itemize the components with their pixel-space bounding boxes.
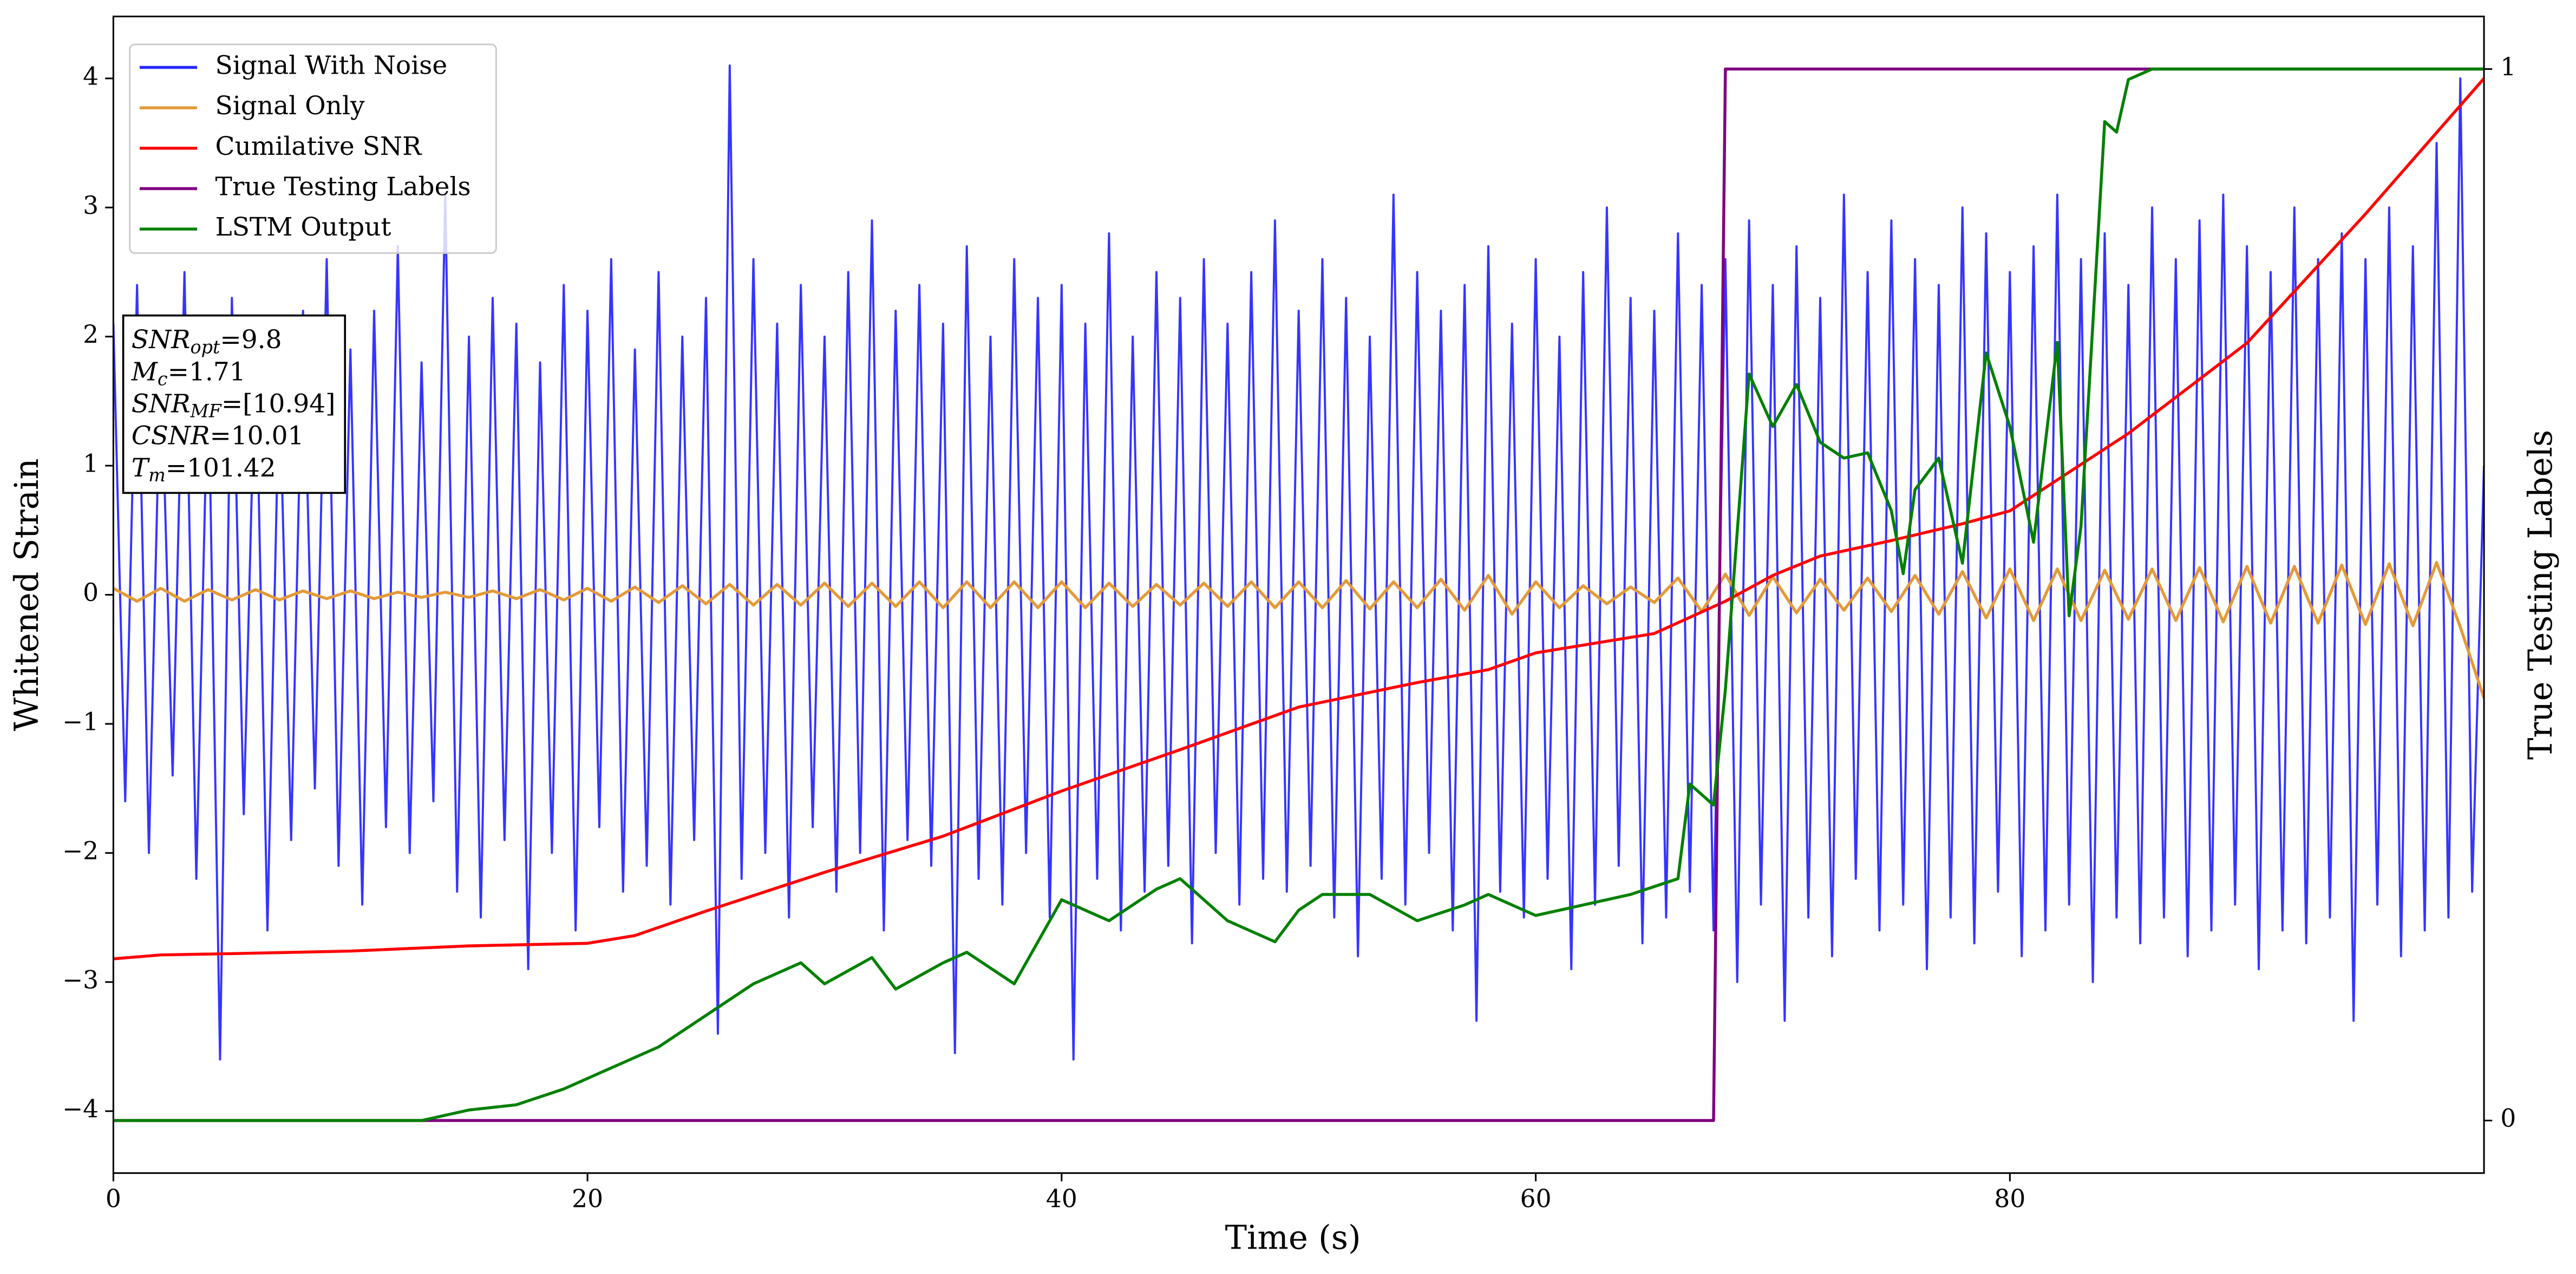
annotation-label: SNR [132,389,191,419]
annotation-text: =101.42 [166,453,276,483]
y2-tick-label: 0 [2500,1104,2516,1133]
annotation-subscript: opt [191,336,220,357]
y-tick-label: 4 [83,62,99,90]
legend: Signal With Noise Signal Only Cumilative S… [129,43,497,254]
legend-label: LSTM Output [215,212,391,242]
x-tick-label: 60 [1520,1185,1552,1213]
series-line [113,67,2485,1122]
x-tick-label: 80 [1994,1185,2025,1213]
annotation-subscript: m [148,465,166,486]
annotation-subscript: c [158,369,168,390]
annotation: CSNR=10.01 [132,421,304,451]
annotation-label: CSNR [132,421,210,451]
y-tick-label: 1 [83,449,99,478]
y2-tick-label: 1 [2500,53,2516,81]
series-line [113,77,2485,961]
annotation-label: M [131,357,159,387]
y2-axis-label: True Testing Labels [2522,430,2560,760]
legend-label: Cumilative SNR [215,132,423,161]
plot-area [113,64,2485,1122]
series-line [113,67,2485,1122]
x-axis-label: Time (s) [1225,1219,1361,1257]
legend-label: True Testing Labels [215,172,471,201]
annotation-label: T [132,453,151,483]
y-tick-label: −2 [62,837,99,865]
x-tick-label: 20 [572,1185,603,1213]
y-tick-label: 2 [83,320,99,349]
annotation-frame [122,314,346,494]
y-tick-label: −1 [62,707,99,736]
y-tick-label: −4 [62,1095,99,1123]
x-tick-label: 40 [1046,1185,1077,1213]
y-tick-label: 0 [83,578,99,607]
legend-label: Signal With Noise [215,50,448,80]
x-tick-label: 0 [106,1185,121,1213]
annotation: SNRopt=9.8 [132,325,282,357]
y-axis-label: Whitened Strain [8,459,46,731]
annotation-box: SNRopt=9.8Mc=1.71SNRMF=[10.94]CSNR=10.01… [122,314,346,494]
annotation-text: =1.71 [168,357,246,387]
y-tick-label: −3 [62,965,99,994]
annotation: Mc=1.71 [131,357,246,389]
series-line [113,64,2485,1061]
series-line [113,561,2485,699]
y-tick-label: 3 [83,191,99,220]
annotation-label: SNR [132,325,191,355]
annotation-subscript: MF [190,401,223,422]
annotation-text: =10.01 [210,421,304,451]
annotation-text: =[10.94] [221,389,336,419]
legend-label: Signal Only [215,91,365,121]
annotation-text: =9.8 [220,325,282,355]
annotation: Tm=101.42 [132,453,276,486]
annotation: SNRMF=[10.94] [132,389,336,422]
legend-box [129,43,497,254]
